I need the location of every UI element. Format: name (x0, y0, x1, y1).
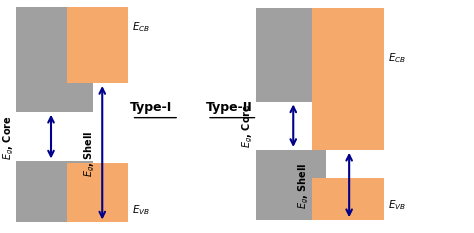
Bar (256, 8, 326, 102)
Bar (312, 178, 384, 220)
Text: $E_{VB}$: $E_{VB}$ (132, 203, 150, 217)
Bar (16, 7, 93, 112)
Text: $E_g$, Shell: $E_g$, Shell (82, 130, 97, 177)
Text: $E_{VB}$: $E_{VB}$ (388, 198, 406, 212)
Bar (312, 8, 384, 150)
Text: $E_g$, Core: $E_g$, Core (2, 115, 16, 160)
Text: $E_g$, Core: $E_g$, Core (241, 103, 255, 148)
Text: $E_g$, Shell: $E_g$, Shell (297, 162, 311, 209)
Bar (67, 163, 128, 223)
Bar (16, 161, 93, 223)
Bar (256, 150, 326, 220)
Text: Type-II: Type-II (206, 101, 253, 114)
Text: $E_{CB}$: $E_{CB}$ (132, 20, 150, 34)
Bar (67, 7, 128, 83)
Text: Type-I: Type-I (130, 101, 172, 114)
Text: $E_{CB}$: $E_{CB}$ (388, 51, 406, 65)
